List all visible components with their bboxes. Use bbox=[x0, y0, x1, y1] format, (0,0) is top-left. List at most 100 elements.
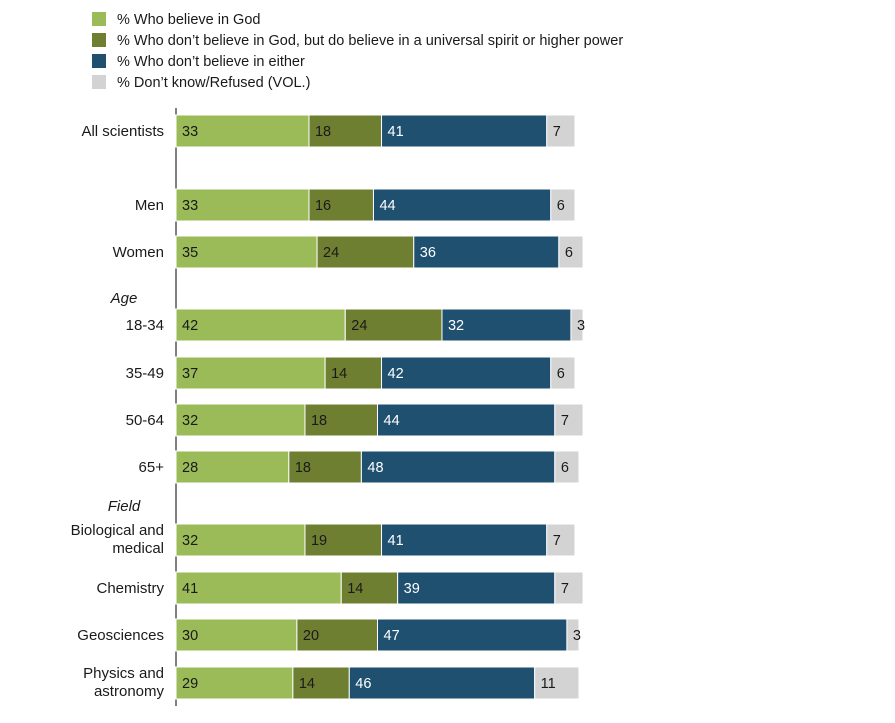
value-label-4-biological-and-medical: 7 bbox=[553, 533, 561, 549]
value-label-1-women: 35 bbox=[182, 245, 198, 261]
value-label-3-biological-and-medical: 41 bbox=[388, 533, 404, 549]
bar-segment-3-chemistry bbox=[397, 571, 556, 605]
bar-row-65: 28 18 48 6 bbox=[175, 450, 580, 484]
value-label-2-physics-and-astronomy: 14 bbox=[299, 676, 315, 692]
bar-segment-3-all-scientists bbox=[381, 114, 548, 148]
value-label-3-50-64: 44 bbox=[384, 413, 400, 429]
category-label-50-64: 50-64 bbox=[126, 412, 164, 429]
legend-swatch-2 bbox=[92, 33, 106, 47]
bar-row-all-scientists: 33 18 41 7 bbox=[175, 114, 576, 148]
bar-segment-4-biological-and-medical bbox=[546, 523, 576, 557]
value-label-4-18-34: 3 bbox=[577, 318, 585, 334]
group-label-field: Field bbox=[108, 498, 141, 515]
value-label-1-50-64: 32 bbox=[182, 413, 198, 429]
bar-row-18-34: 42 24 32 3 bbox=[175, 308, 585, 342]
bars: 33 18 41 733 16 44 635 24 36 642 24 32 337 14 42 632 18 4… bbox=[175, 114, 585, 700]
legend-swatch-3 bbox=[92, 54, 106, 68]
value-label-4-geosciences: 3 bbox=[573, 628, 581, 644]
bar-segment-4-all-scientists bbox=[546, 114, 576, 148]
bar-segment-2-men bbox=[308, 188, 374, 222]
value-label-2-35-49: 14 bbox=[331, 366, 347, 382]
bar-row-physics-and-astronomy: 29 14 46 11 bbox=[175, 666, 580, 700]
bar-segment-4-chemistry bbox=[554, 571, 584, 605]
value-label-2-65: 18 bbox=[295, 460, 311, 476]
bar-segment-3-50-64 bbox=[377, 403, 556, 437]
legend: % Who believe in God % Who don’t believe … bbox=[92, 12, 623, 91]
bar-row-50-64: 32 18 44 7 bbox=[175, 403, 584, 437]
bar-segment-3-women bbox=[413, 235, 560, 269]
bar-segment-1-65 bbox=[175, 450, 290, 484]
bar-segment-3-35-49 bbox=[381, 356, 552, 390]
legend-label-1: % Who believe in God bbox=[117, 12, 260, 28]
category-label-65: 65+ bbox=[139, 459, 165, 476]
bar-segment-1-women bbox=[175, 235, 318, 269]
value-label-4-50-64: 7 bbox=[561, 413, 569, 429]
bar-segment-1-all-scientists bbox=[175, 114, 310, 148]
value-label-4-65: 6 bbox=[561, 460, 569, 476]
value-label-4-35-49: 6 bbox=[557, 366, 565, 382]
bar-segment-2-35-49 bbox=[324, 356, 383, 390]
category-label-biological-and-medical: Biological and medical bbox=[71, 522, 164, 557]
value-label-4-all-scientists: 7 bbox=[553, 124, 561, 140]
value-label-3-women: 36 bbox=[420, 245, 436, 261]
value-label-4-physics-and-astronomy: 11 bbox=[541, 676, 556, 692]
bar-segment-1-chemistry bbox=[175, 571, 342, 605]
legend-label-2: % Who don’t believe in God, but do belie… bbox=[117, 33, 623, 49]
category-labels: All scientists Men Women 18-34 35-49 50-64 65+… bbox=[71, 123, 165, 700]
bar-segment-4-physics-and-astronomy bbox=[534, 666, 580, 700]
bar-segment-4-men bbox=[550, 188, 576, 222]
legend-label-3: % Who don’t believe in either bbox=[117, 54, 305, 70]
value-label-2-geosciences: 20 bbox=[303, 628, 319, 644]
bar-segment-1-geosciences bbox=[175, 618, 298, 652]
value-label-3-65: 48 bbox=[367, 460, 383, 476]
bar-segment-3-physics-and-astronomy bbox=[348, 666, 536, 700]
bar-segment-2-50-64 bbox=[304, 403, 378, 437]
bar-segment-2-biological-and-medical bbox=[304, 523, 383, 557]
bar-row-biological-and-medical: 32 19 41 7 bbox=[175, 523, 576, 557]
bar-segment-3-biological-and-medical bbox=[381, 523, 548, 557]
category-label-all-scientists: All scientists bbox=[81, 123, 164, 140]
value-label-1-65: 28 bbox=[182, 460, 198, 476]
legend-swatch-4 bbox=[92, 75, 106, 89]
value-label-3-geosciences: 47 bbox=[384, 628, 400, 644]
bar-segment-3-men bbox=[372, 188, 552, 222]
value-label-1-physics-and-astronomy: 29 bbox=[182, 676, 198, 692]
bar-segment-4-18-34 bbox=[570, 308, 584, 342]
value-label-1-35-49: 37 bbox=[182, 366, 198, 382]
category-label-35-49: 35-49 bbox=[126, 365, 164, 382]
value-label-2-all-scientists: 18 bbox=[315, 124, 331, 140]
bar-segment-1-18-34 bbox=[175, 308, 346, 342]
bar-segment-2-women bbox=[316, 235, 415, 269]
value-label-2-men: 16 bbox=[315, 198, 331, 214]
bar-segment-1-50-64 bbox=[175, 403, 306, 437]
bar-segment-2-65 bbox=[288, 450, 362, 484]
category-label-women: Women bbox=[113, 244, 164, 261]
category-label-men: Men bbox=[135, 197, 164, 214]
bar-segment-2-physics-and-astronomy bbox=[292, 666, 350, 700]
value-label-1-all-scientists: 33 bbox=[182, 124, 198, 140]
bar-segment-3-65 bbox=[360, 450, 556, 484]
legend-swatch-1 bbox=[92, 12, 106, 26]
value-label-3-35-49: 42 bbox=[388, 366, 404, 382]
bar-segment-4-50-64 bbox=[554, 403, 584, 437]
bar-segment-4-65 bbox=[554, 450, 580, 484]
value-label-1-geosciences: 30 bbox=[182, 628, 198, 644]
bar-segment-4-women bbox=[558, 235, 584, 269]
bar-segment-4-geosciences bbox=[566, 618, 580, 652]
category-label-chemistry: Chemistry bbox=[96, 580, 164, 597]
bar-row-35-49: 37 14 42 6 bbox=[175, 356, 576, 390]
value-label-3-men: 44 bbox=[379, 198, 395, 214]
category-label-physics-and-astronomy: Physics and astronomy bbox=[83, 665, 164, 700]
value-label-4-men: 6 bbox=[557, 198, 565, 214]
value-label-2-50-64: 18 bbox=[311, 413, 327, 429]
bar-segment-2-all-scientists bbox=[308, 114, 383, 148]
bar-segment-2-geosciences bbox=[296, 618, 378, 652]
group-labels: Age Field bbox=[108, 290, 141, 515]
value-label-3-18-34: 32 bbox=[448, 318, 464, 334]
bar-row-chemistry: 41 14 39 7 bbox=[175, 571, 584, 605]
value-label-2-18-34: 24 bbox=[351, 318, 367, 334]
bar-segment-3-geosciences bbox=[377, 618, 568, 652]
group-label-age: Age bbox=[110, 290, 138, 307]
category-label-18-34: 18-34 bbox=[126, 317, 164, 334]
